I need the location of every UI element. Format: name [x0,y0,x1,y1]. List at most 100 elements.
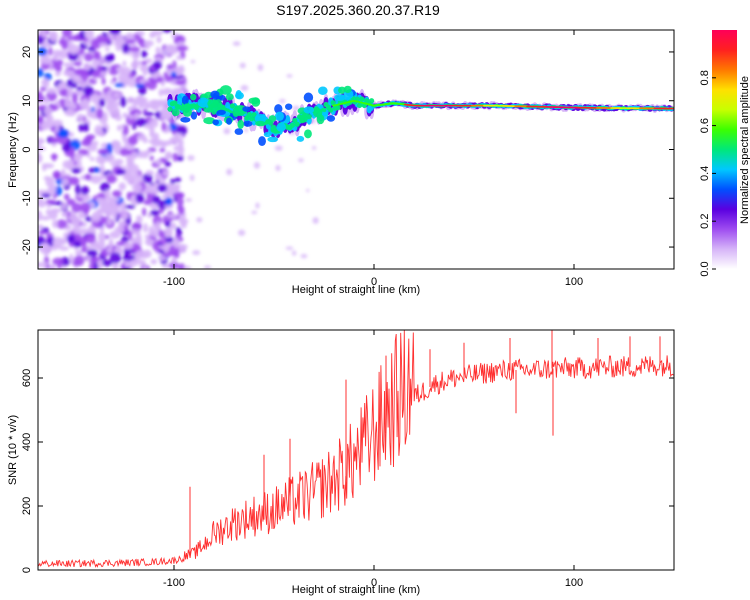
spectral-noise-blob [138,259,146,266]
spectral-noise-blob [46,87,57,94]
spectral-noise-blob [162,87,173,96]
spectral-ridge-blob [306,113,312,120]
spectral-noise-blob [66,198,76,206]
spectral-noise-blob [103,111,108,122]
spectral-noise-blob [175,226,181,233]
spectral-noise-blob [153,117,159,128]
spectral-noise-blob [154,172,162,182]
spectrogram-x-axis-title: Height of straight line (km) [292,284,420,296]
spectral-noise-blob [52,257,64,266]
spectral-ridge-blob [343,85,352,94]
spectral-ridge-blob [263,131,272,138]
spectral-noise-blob [176,55,183,60]
spectral-noise-blob [82,240,87,247]
spectral-noise-blob [112,77,117,82]
spectral-ridge-blob [171,108,180,117]
spectral-noise-blob [84,30,95,39]
spectral-noise-blob [124,39,136,44]
spectral-noise-blob [75,184,81,195]
spectral-noise-blob [63,193,70,201]
spectral-noise-blob [73,241,82,248]
spectral-noise-blob [150,209,160,216]
spectral-noise-blob [257,64,264,71]
spectrogram-x-tick-label: 0 [371,276,377,288]
spectral-noise-blob [71,103,77,110]
spectral-noise-blob [56,59,64,67]
spectral-noise-blob [149,103,158,109]
spectral-noise-blob [158,88,164,97]
spectral-noise-blob [174,191,185,199]
spectral-noise-blob [68,132,74,138]
spectral-noise-blob [156,36,162,44]
spectral-noise-blob [106,217,113,226]
spectral-noise-blob [167,213,178,219]
spectral-noise-blob [93,50,99,61]
spectral-noise-blob [54,71,61,77]
spectral-noise-blob [81,99,90,108]
snr-y-tick-label: 200 [21,497,33,515]
spectral-ridge-blob [232,107,240,118]
spectral-noise-blob [176,125,188,136]
spectral-noise-blob [306,188,310,193]
spectral-noise-blob [68,51,79,61]
spectral-noise-blob [47,236,55,247]
spectral-noise-blob [240,85,249,91]
spectral-ridge-blob [226,117,233,125]
spectral-ridge-blob [357,102,363,108]
spectral-noise-blob [52,170,62,180]
spectral-noise-blob [135,249,147,257]
snr-x-axis-title: Height of straight line (km) [292,584,420,596]
spectral-noise-blob [48,47,53,56]
spectral-ridge-blob [167,106,173,112]
spectral-noise-blob [145,42,150,50]
spectral-noise-blob [285,246,294,250]
spectral-noise-blob [174,177,182,183]
spectral-noise-blob [51,138,59,144]
spectral-noise-blob [126,216,131,226]
spectral-noise-blob [84,173,92,181]
spectral-noise-blob [130,151,139,160]
spectral-noise-blob [116,66,125,74]
spectral-noise-blob [95,154,107,165]
spectral-noise-blob [122,254,132,263]
spectral-noise-blob [118,182,126,191]
spectral-ridge-blob [243,120,253,127]
spectral-noise-blob [101,77,106,86]
spectral-ridge-blob [289,122,295,128]
spectral-noise-blob [71,92,78,103]
spectral-ridge-blob [303,106,315,114]
spectral-noise-blob [92,262,99,269]
spectral-ridge-blob [237,119,244,130]
spectral-noise-blob [76,113,84,123]
spectral-noise-blob [169,178,176,185]
spectral-noise-blob [121,43,130,54]
spectral-noise-blob [128,114,135,120]
spectral-noise-blob [63,70,75,77]
spectral-noise-blob [166,45,178,55]
spectral-noise-blob [38,230,46,235]
spectral-noise-blob [68,147,75,159]
spectral-noise-blob [165,197,173,206]
spectral-noise-blob [98,98,106,107]
spectral-noise-blob [174,80,186,86]
spectral-noise-blob [95,197,107,203]
spectral-noise-blob [173,238,180,249]
spectral-noise-blob [232,41,241,46]
snr-panel: -100 0 100 0 200 400 600 Height of straight li… [7,329,675,596]
spectral-noise-blob [149,32,156,39]
spectral-ridge-blob [285,115,291,124]
spectral-noise-blob [64,97,71,109]
spectral-noise-blob [165,220,171,228]
spectral-noise-blob [41,260,48,269]
spectral-noise-blob [98,42,109,47]
spectral-noise-blob [45,209,52,216]
colorbar-tick-label: 0.8 [699,70,711,85]
spectral-noise-blob [61,168,66,177]
spectral-noise-blob [155,46,161,55]
colorbar-tick-label: 0.2 [699,214,711,229]
spectral-noise-blob [176,45,189,52]
spectral-ridge-blob [359,96,365,102]
spectrogram-y-tick-label: 0 [21,146,33,152]
spectral-noise-blob [90,213,102,223]
